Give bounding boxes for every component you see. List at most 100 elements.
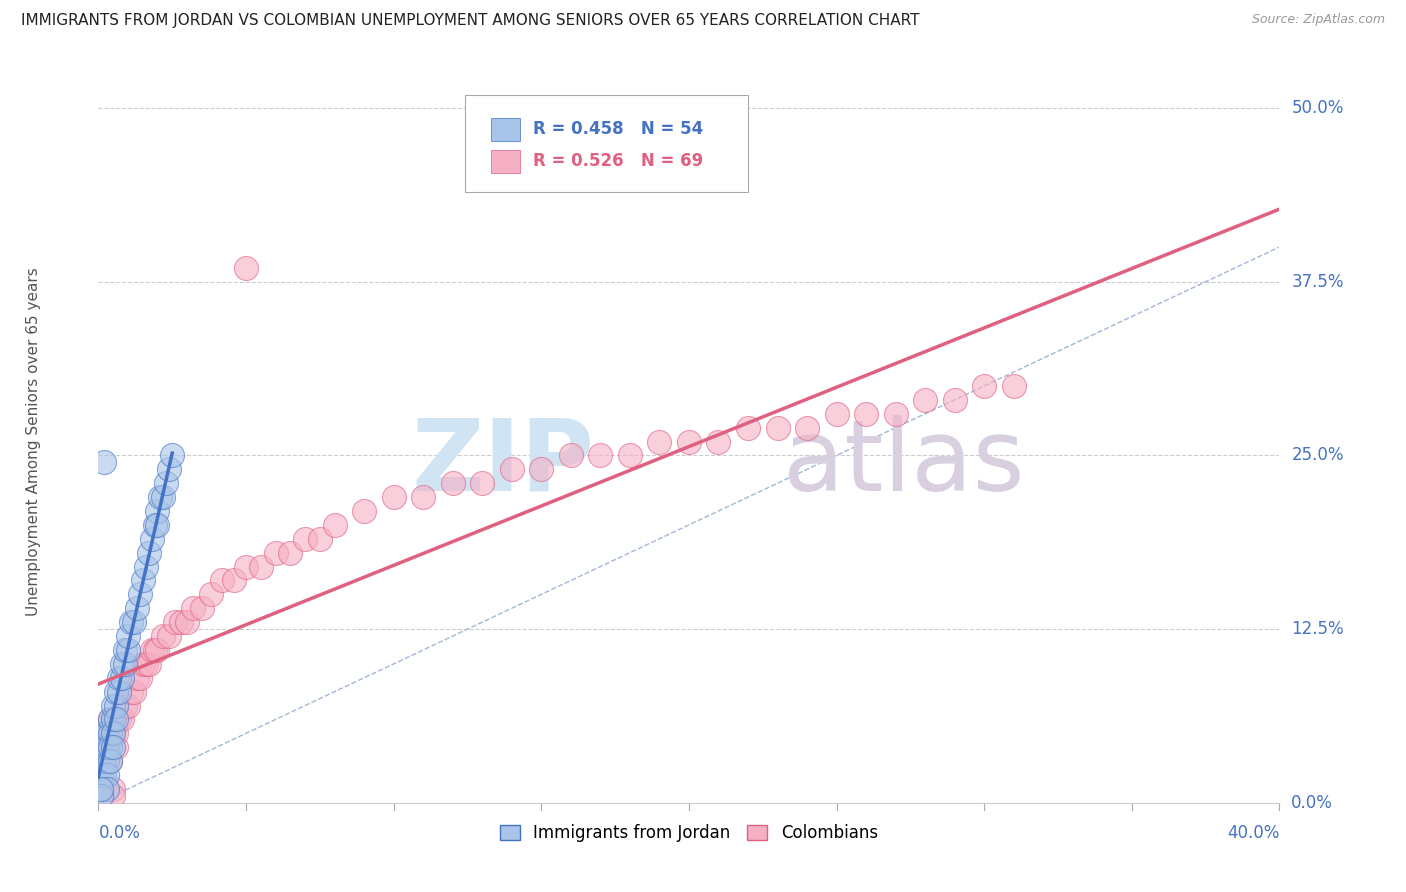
Point [235, 559, 257, 574]
Text: 0.0%: 0.0% [1291, 794, 1333, 812]
Point [264, 546, 287, 560]
Point [132, 574, 155, 588]
Point [111, 713, 134, 727]
Point [138, 546, 160, 560]
Point [96, 726, 118, 740]
Point [122, 615, 145, 630]
Point [90, 754, 112, 768]
Point [1002, 379, 1025, 393]
Legend: Immigrants from Jordan, Colombians: Immigrants from Jordan, Colombians [494, 817, 884, 848]
Point [165, 615, 187, 630]
Point [146, 643, 169, 657]
Point [90, 768, 112, 782]
Point [560, 449, 582, 463]
Point [796, 420, 818, 434]
Point [103, 698, 125, 713]
Point [135, 657, 157, 671]
Point [211, 574, 233, 588]
Point [111, 657, 134, 671]
Point [973, 379, 995, 393]
Point [90, 740, 112, 755]
Point [114, 657, 136, 671]
Point [157, 462, 180, 476]
Point [96, 740, 118, 755]
Point [90, 781, 112, 796]
Point [111, 671, 134, 685]
Point [157, 629, 180, 643]
Point [96, 726, 118, 740]
Point [943, 392, 966, 407]
Point [108, 684, 131, 698]
Point [108, 713, 131, 727]
Point [162, 449, 183, 463]
Point [235, 260, 257, 275]
Point [170, 615, 193, 630]
Point [98, 713, 121, 727]
Point [117, 698, 139, 713]
Point [323, 517, 346, 532]
Point [224, 574, 246, 588]
Text: 40.0%: 40.0% [1227, 823, 1279, 842]
Point [181, 601, 204, 615]
Point [353, 504, 375, 518]
Point [96, 740, 118, 755]
Point [152, 629, 174, 643]
Point [105, 698, 128, 713]
Point [90, 789, 112, 803]
Point [128, 671, 150, 685]
Point [96, 781, 118, 796]
Point [125, 601, 148, 615]
Point [93, 754, 115, 768]
Point [93, 455, 115, 469]
Point [90, 754, 112, 768]
Text: 50.0%: 50.0% [1291, 99, 1344, 117]
Point [114, 643, 136, 657]
Point [143, 517, 166, 532]
Point [98, 726, 121, 740]
Point [108, 671, 131, 685]
Point [441, 476, 464, 491]
Text: Source: ZipAtlas.com: Source: ZipAtlas.com [1251, 13, 1385, 27]
Point [120, 615, 142, 630]
Point [122, 684, 145, 698]
Point [98, 754, 121, 768]
Point [155, 476, 177, 491]
Point [98, 754, 121, 768]
Point [114, 698, 136, 713]
Point [96, 768, 118, 782]
Point [914, 392, 936, 407]
Point [280, 546, 302, 560]
Point [90, 768, 112, 782]
Point [120, 684, 142, 698]
Point [90, 754, 112, 768]
Text: IMMIGRANTS FROM JORDAN VS COLOMBIAN UNEMPLOYMENT AMONG SENIORS OVER 65 YEARS COR: IMMIGRANTS FROM JORDAN VS COLOMBIAN UNEM… [21, 13, 920, 29]
Point [105, 684, 128, 698]
Point [96, 754, 118, 768]
FancyBboxPatch shape [491, 150, 520, 173]
Point [96, 740, 118, 755]
Point [93, 740, 115, 755]
Point [105, 713, 128, 727]
Point [90, 768, 112, 782]
Point [125, 671, 148, 685]
Point [103, 726, 125, 740]
Text: 37.5%: 37.5% [1291, 273, 1344, 291]
Point [412, 490, 434, 504]
FancyBboxPatch shape [491, 118, 520, 141]
Point [501, 462, 523, 476]
Point [103, 713, 125, 727]
Point [825, 407, 848, 421]
Point [146, 504, 169, 518]
Point [309, 532, 332, 546]
Point [146, 517, 169, 532]
Text: 25.0%: 25.0% [1291, 446, 1344, 465]
Point [294, 532, 316, 546]
Text: atlas: atlas [783, 415, 1025, 512]
Point [191, 601, 214, 615]
FancyBboxPatch shape [464, 95, 748, 193]
Point [200, 587, 222, 601]
Point [93, 754, 115, 768]
Point [884, 407, 907, 421]
Point [141, 643, 163, 657]
Point [152, 490, 174, 504]
